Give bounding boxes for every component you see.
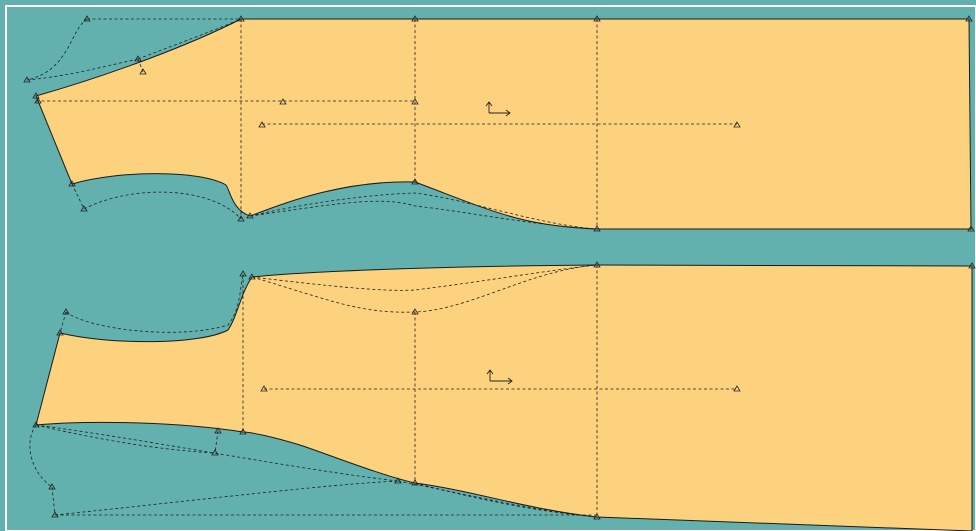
lower-construction-lines (29, 264, 737, 518)
upper-construction-lines (26, 18, 737, 230)
upper-pattern-piece[interactable] (23, 15, 975, 232)
grainline-arrow-icon (485, 101, 511, 117)
upper-piece-shape[interactable] (35, 18, 972, 230)
lower-construction-points (32, 261, 976, 520)
canvas-border (5, 5, 976, 531)
lower-pattern-piece[interactable] (29, 261, 976, 531)
grainline-arrow-icon (486, 369, 513, 385)
lower-piece-shape[interactable] (35, 264, 973, 531)
upper-construction-points (23, 15, 975, 232)
